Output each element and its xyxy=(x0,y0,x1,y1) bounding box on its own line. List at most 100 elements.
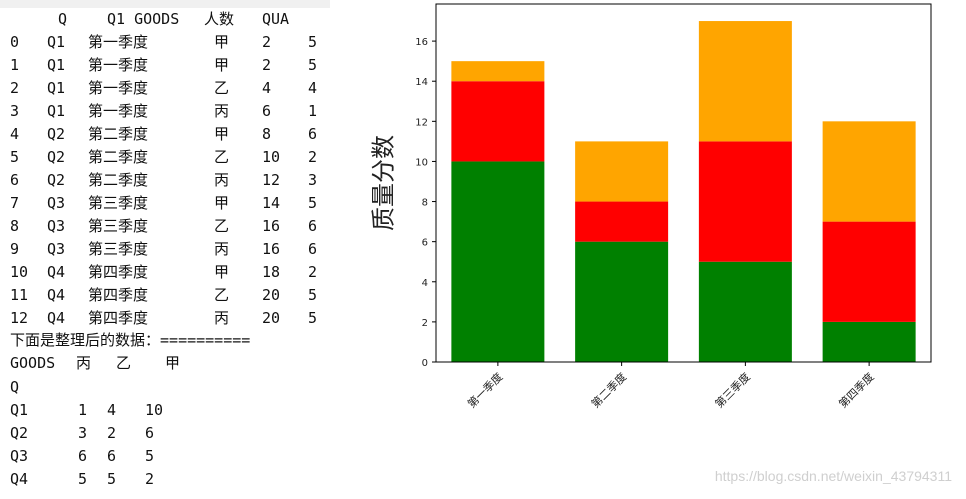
df-cell: 4 xyxy=(262,79,272,97)
df-cell: 8 xyxy=(262,125,272,143)
df-cell: 14 xyxy=(262,194,281,212)
watermark-url: https://blog.csdn.net/weixin_43794311 xyxy=(714,468,952,484)
df-cell: 第三季度 xyxy=(88,194,149,212)
y-tick-label: 2 xyxy=(422,318,428,329)
df-cell: 第二季度 xyxy=(88,171,149,189)
df-cell: Q3 xyxy=(47,194,66,212)
df-cell: 5 xyxy=(10,148,20,166)
df-row: 5 Q2 第二季度 乙 10 2 xyxy=(0,146,330,168)
bar-segment xyxy=(451,61,545,82)
df-row: 10 Q4 第四季度 甲 18 2 xyxy=(0,261,330,283)
y-tick-label: 0 xyxy=(422,358,428,369)
y-tick-label: 8 xyxy=(422,198,428,209)
separator-line: 下面是整理后的数据：========== xyxy=(0,329,330,351)
df-cell: 5 xyxy=(308,33,318,51)
df-cell: 甲 xyxy=(214,33,230,51)
df-cell: 10 xyxy=(10,263,29,281)
df-cell: 2 xyxy=(262,33,272,51)
pivot-cell: 5 xyxy=(78,470,88,488)
df-cell: Q2 xyxy=(47,148,66,166)
y-axis-label: 质量分数 xyxy=(369,135,397,231)
y-tick-label: 12 xyxy=(415,117,428,128)
pivot-cell: 2 xyxy=(145,470,155,488)
df-cell: 丙 xyxy=(214,240,230,258)
y-tick-label: 4 xyxy=(422,278,428,289)
df-header-row: Q Q1 GOODS 人数 QUA xyxy=(0,8,330,30)
df-cell: 第四季度 xyxy=(88,263,149,281)
df-cell: 3 xyxy=(10,102,20,120)
df-cell: 1 xyxy=(10,56,20,74)
bar-segment xyxy=(698,141,792,262)
plot-frame xyxy=(435,3,932,363)
pivot-cell: 4 xyxy=(107,401,117,419)
pivot-row: Q3 6 6 5 xyxy=(0,445,330,467)
df-cell: 16 xyxy=(262,217,281,235)
y-tick-label: 10 xyxy=(415,157,428,168)
df-cell: 5 xyxy=(308,286,318,304)
df-row: 3 Q1 第一季度 丙 6 1 xyxy=(0,100,330,122)
df-cell: 8 xyxy=(10,217,20,235)
df-cell: 甲 xyxy=(214,263,230,281)
pivot-row: Q2 3 2 6 xyxy=(0,422,330,444)
console-top-bar xyxy=(0,0,330,8)
pivot-cell: 10 xyxy=(145,401,164,419)
console-output: Q Q1 GOODS 人数 QUA 0 Q1 第一季度甲 2 5 1 Q1 第一季度甲 2 5 2 Q1 第一季… xyxy=(0,0,335,494)
pivot-cell: 5 xyxy=(145,447,155,465)
df-cell: 11 xyxy=(10,286,29,304)
bar-segment xyxy=(698,21,792,142)
bar-segment xyxy=(822,321,916,362)
df-cell: 6 xyxy=(308,125,318,143)
df-cell: Q1 xyxy=(47,56,66,74)
df-cell: 5 xyxy=(308,56,318,74)
df-cell: 第三季度 xyxy=(88,217,149,235)
df-cell: 第一季度 xyxy=(88,79,149,97)
df-row: 12 Q4 第四季度 丙 20 5 xyxy=(0,307,330,329)
pivot-cell: Q1 xyxy=(10,401,29,419)
df-cell: 20 xyxy=(262,286,281,304)
x-tick-label: 第一季度 xyxy=(464,370,505,411)
df-header-cell: 人数 xyxy=(204,10,235,28)
df-row: 6 Q2 第二季度 丙 12 3 xyxy=(0,169,330,191)
df-cell: Q1 xyxy=(47,102,66,120)
df-cell: Q4 xyxy=(47,309,66,327)
df-cell: 乙 xyxy=(214,148,230,166)
df-cell: 丙 xyxy=(214,171,230,189)
pivot-index-row: Q xyxy=(0,376,330,398)
df-cell: 20 xyxy=(262,309,281,327)
df-cell: 3 xyxy=(308,171,318,189)
df-cell: 乙 xyxy=(214,79,230,97)
df-cell: 9 xyxy=(10,240,20,258)
pivot-cell: 2 xyxy=(107,424,117,442)
separator-text: 下面是整理后的数据：========== xyxy=(10,331,251,349)
stacked-bar-chart: 第一季度 第二季度 第三季度 第四季度 0 2 4 6 8 10 12 14 16 质量分数 xyxy=(369,3,932,411)
pivot-index-name: Q xyxy=(10,378,20,396)
df-header-cell: Q1 GOODS xyxy=(107,10,180,28)
df-cell: 第四季度 xyxy=(88,286,149,304)
y-tick-label: 6 xyxy=(422,238,428,249)
bar-segment xyxy=(822,221,916,322)
df-cell: 丙 xyxy=(214,309,230,327)
df-row: 11 Q4 第四季度 乙 20 5 xyxy=(0,284,330,306)
bar-segment xyxy=(575,141,669,202)
df-cell: 甲 xyxy=(214,125,230,143)
df-cell: 乙 xyxy=(214,286,230,304)
bar-segment xyxy=(451,81,545,162)
chart-area: 第一季度 第二季度 第三季度 第四季度 0 2 4 6 8 10 12 14 16 质量分数 xyxy=(335,0,966,494)
x-tick-label: 第四季度 xyxy=(836,370,877,411)
pivot-cell: Q4 xyxy=(10,470,29,488)
df-row: 4 Q2 第二季度 甲 8 6 xyxy=(0,123,330,145)
pivot-cell: 1 xyxy=(78,401,88,419)
df-row: 2 Q1 第一季度 乙 4 4 xyxy=(0,77,330,99)
df-row: 7 Q3 第三季度 甲 14 5 xyxy=(0,192,330,214)
pivot-header-row: GOODS 丙 乙 甲 xyxy=(0,352,330,374)
df-cell: 18 xyxy=(262,263,281,281)
df-row: 8 Q3 第三季度 乙 16 6 xyxy=(0,215,330,237)
y-tick-label: 14 xyxy=(415,77,428,88)
pivot-cell: Q3 xyxy=(10,447,29,465)
pivot-header-cell: GOODS xyxy=(10,354,56,372)
df-cell: 甲 xyxy=(214,194,230,212)
bar-segment xyxy=(451,161,545,362)
bar-segment xyxy=(822,121,916,222)
pivot-cell: Q2 xyxy=(10,424,29,442)
df-cell: 2 xyxy=(10,79,20,97)
